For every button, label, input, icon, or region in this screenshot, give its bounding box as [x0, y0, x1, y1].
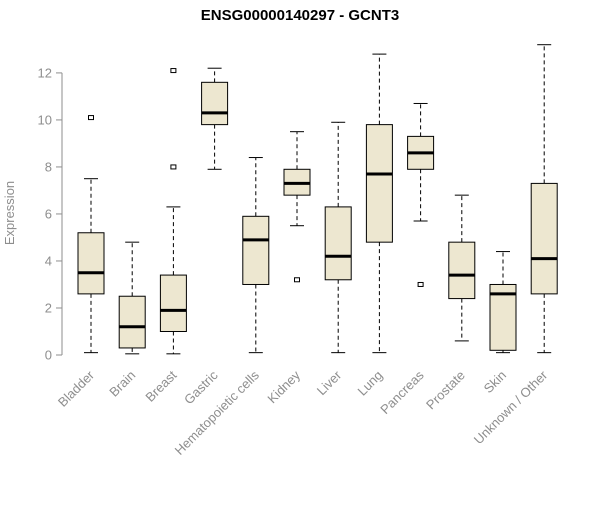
box-group-bladder — [77, 115, 105, 354]
y-tick-label: 12 — [38, 65, 52, 80]
box-group-breast — [159, 68, 187, 355]
box-group-liver — [324, 121, 352, 354]
box-group-prostate — [448, 194, 476, 342]
y-tick-label: 10 — [38, 112, 52, 127]
y-axis-label: Expression — [2, 181, 17, 245]
box — [489, 283, 517, 351]
chart-title: ENSG00000140297 - GCNT3 — [201, 7, 399, 24]
x-tick-label: Bladder — [55, 367, 98, 410]
x-tick-label: Gastric — [181, 367, 221, 407]
box — [242, 215, 270, 285]
x-tick-label: Liver — [314, 367, 345, 398]
box — [365, 124, 393, 243]
box-group-brain — [118, 241, 146, 355]
y-tick-label: 2 — [45, 300, 52, 315]
x-tick-label: Kidney — [264, 367, 303, 406]
box-group-lung — [365, 53, 393, 354]
y-tick-label: 0 — [45, 348, 52, 363]
outlier-point — [417, 281, 424, 287]
x-tick-label: Unknown / Other — [471, 367, 551, 447]
box-group-hematopoietic-cells — [242, 157, 270, 354]
x-tick-label: Pancreas — [377, 367, 427, 417]
box-group-kidney — [283, 131, 311, 283]
box-group-gastric — [201, 67, 229, 170]
box-group-unknown-other — [530, 44, 558, 354]
x-tick-label: Prostate — [423, 368, 468, 413]
outlier-point — [170, 164, 177, 170]
box — [324, 206, 352, 281]
outlier-point — [88, 115, 94, 121]
box — [530, 182, 558, 295]
x-tick-label: Lung — [354, 368, 385, 399]
box — [201, 81, 229, 126]
y-tick-label: 6 — [45, 206, 52, 221]
x-tick-label: Skin — [481, 368, 509, 396]
x-tick-label: Brain — [106, 368, 138, 400]
box — [77, 232, 105, 295]
box-group-pancreas — [407, 102, 435, 287]
outlier-point — [294, 277, 300, 283]
y-tick-label: 8 — [45, 159, 52, 174]
box-group-skin — [489, 251, 517, 354]
x-tick-label: Breast — [142, 367, 179, 404]
y-tick-label: 4 — [45, 253, 52, 268]
box — [159, 274, 187, 332]
box — [448, 241, 476, 300]
outlier-point — [170, 68, 177, 74]
box — [118, 295, 146, 349]
